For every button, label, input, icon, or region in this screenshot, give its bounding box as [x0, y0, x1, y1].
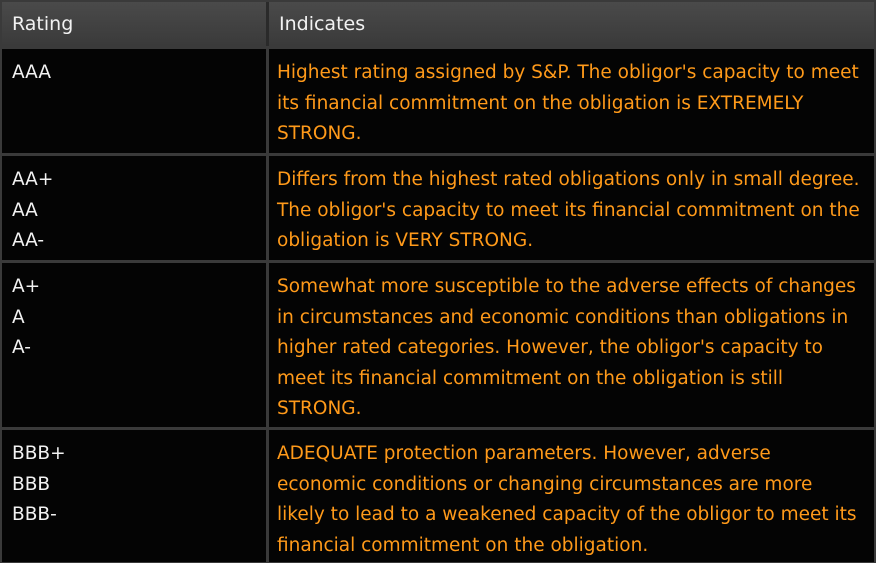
rating-cell: A+ A A-: [12, 276, 41, 358]
rating-column-header[interactable]: Rating: [12, 13, 74, 35]
table-row: AAA Highest rating assigned by S&P. The …: [2, 46, 874, 153]
table-row: AA+ AA AA- Differs from the highest rate…: [2, 153, 874, 260]
rating-cell: AA+ AA AA-: [12, 169, 54, 251]
rating-cell: BBB+ BBB BBB-: [12, 443, 66, 525]
indicates-cell: ADEQUATE protection parameters. However,…: [266, 430, 874, 562]
table-row: A+ A A- Somewhat more susceptible to the…: [2, 260, 874, 427]
indicates-cell: Differs from the highest rated obligatio…: [266, 156, 874, 260]
indicates-cell: Highest rating assigned by S&P. The obli…: [266, 49, 874, 153]
table-header: Rating Indicates: [2, 2, 874, 46]
indicates-cell: Somewhat more susceptible to the adverse…: [266, 263, 874, 427]
rating-cell: AAA: [12, 62, 51, 83]
table-row: BBB+ BBB BBB- ADEQUATE protection parame…: [2, 427, 874, 562]
indicates-column-header[interactable]: Indicates: [266, 2, 874, 46]
